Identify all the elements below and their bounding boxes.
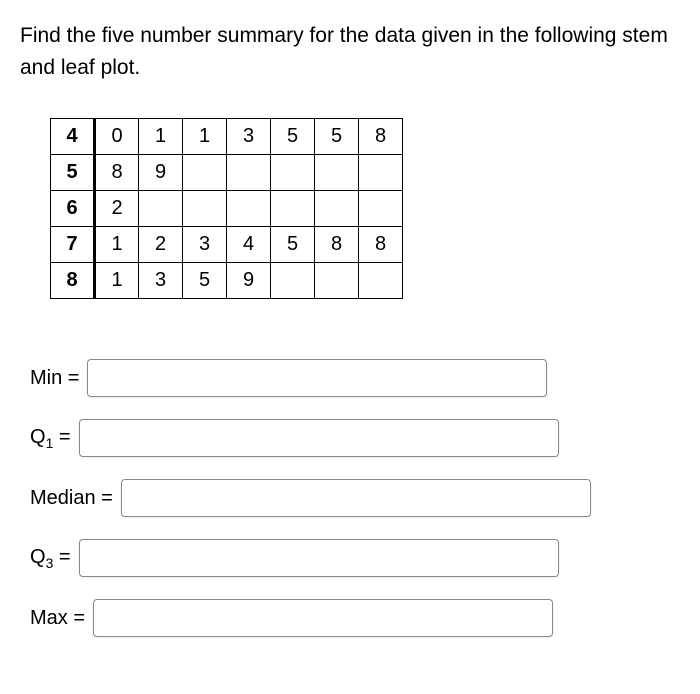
q1-label-post: = <box>53 426 70 448</box>
leaf-cell: 2 <box>139 227 183 263</box>
leaf-cell: 3 <box>227 119 271 155</box>
leaf-cell <box>359 191 403 227</box>
leaf-cell: 3 <box>139 263 183 299</box>
answer-row-q1: Q1 = <box>30 419 680 457</box>
q1-label: Q1 = <box>30 426 71 451</box>
stem-cell: 5 <box>51 155 95 191</box>
leaf-cell: 5 <box>271 227 315 263</box>
leaf-cell: 8 <box>315 227 359 263</box>
table-row: 40113558 <box>51 119 403 155</box>
answer-row-max: Max = <box>30 599 680 637</box>
stem-cell: 8 <box>51 263 95 299</box>
stem-cell: 6 <box>51 191 95 227</box>
leaf-cell: 8 <box>359 119 403 155</box>
leaf-cell: 0 <box>95 119 139 155</box>
q1-label-pre: Q <box>30 426 46 448</box>
leaf-cell <box>271 155 315 191</box>
leaf-cell: 8 <box>95 155 139 191</box>
leaf-cell: 5 <box>183 263 227 299</box>
leaf-cell <box>315 263 359 299</box>
table-row: 81359 <box>51 263 403 299</box>
min-label: Min = <box>30 367 79 390</box>
table-row: 62 <box>51 191 403 227</box>
q1-input[interactable] <box>79 419 559 457</box>
leaf-cell <box>359 263 403 299</box>
median-input[interactable] <box>121 479 591 517</box>
leaf-cell: 1 <box>183 119 227 155</box>
answers-section: Min = Q1 = Median = Q3 = Max = <box>30 359 680 637</box>
min-input[interactable] <box>87 359 547 397</box>
question-text: Find the five number summary for the dat… <box>20 20 680 83</box>
leaf-cell: 1 <box>95 227 139 263</box>
q3-label-pre: Q <box>30 546 46 568</box>
max-label: Max = <box>30 607 85 630</box>
stem-leaf-body: 40113558589627123458881359 <box>51 119 403 299</box>
stem-cell: 4 <box>51 119 95 155</box>
q3-input[interactable] <box>79 539 559 577</box>
answer-row-min: Min = <box>30 359 680 397</box>
q3-label: Q3 = <box>30 546 71 571</box>
leaf-cell: 9 <box>227 263 271 299</box>
leaf-cell: 1 <box>95 263 139 299</box>
table-row: 71234588 <box>51 227 403 263</box>
leaf-cell <box>315 155 359 191</box>
median-label: Median = <box>30 487 113 510</box>
leaf-cell: 2 <box>95 191 139 227</box>
stem-leaf-table: 40113558589627123458881359 <box>50 118 403 299</box>
q3-label-post: = <box>53 546 70 568</box>
leaf-cell <box>227 155 271 191</box>
leaf-cell <box>183 191 227 227</box>
leaf-cell: 9 <box>139 155 183 191</box>
leaf-cell: 4 <box>227 227 271 263</box>
leaf-cell: 5 <box>271 119 315 155</box>
leaf-cell <box>139 191 183 227</box>
max-input[interactable] <box>93 599 553 637</box>
answer-row-q3: Q3 = <box>30 539 680 577</box>
leaf-cell <box>359 155 403 191</box>
stem-cell: 7 <box>51 227 95 263</box>
leaf-cell: 1 <box>139 119 183 155</box>
answer-row-median: Median = <box>30 479 680 517</box>
table-row: 589 <box>51 155 403 191</box>
leaf-cell <box>271 191 315 227</box>
leaf-cell <box>183 155 227 191</box>
leaf-cell: 3 <box>183 227 227 263</box>
leaf-cell <box>315 191 359 227</box>
leaf-cell: 8 <box>359 227 403 263</box>
leaf-cell <box>227 191 271 227</box>
leaf-cell <box>271 263 315 299</box>
leaf-cell: 5 <box>315 119 359 155</box>
